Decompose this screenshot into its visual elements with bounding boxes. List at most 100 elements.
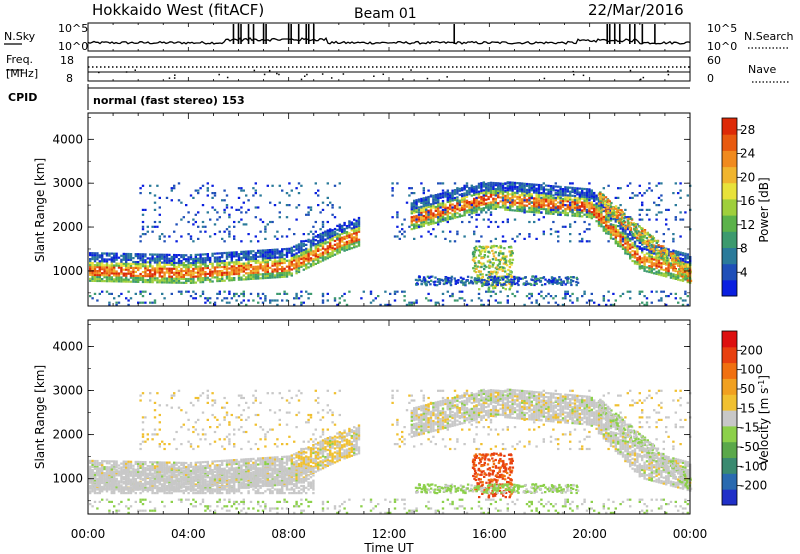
data-cell: [144, 265, 147, 268]
data-cell: [105, 274, 109, 277]
data-cell: [510, 283, 513, 286]
data-cell: [566, 290, 569, 293]
data-cell: [499, 184, 502, 187]
data-cell: [297, 249, 301, 252]
data-cell: [509, 199, 512, 202]
data-cell: [588, 208, 591, 211]
data-cell: [153, 267, 157, 270]
data-cell: [158, 237, 161, 240]
data-cell: [497, 192, 500, 195]
data-cell: [221, 299, 224, 302]
data-cell: [554, 211, 557, 214]
data-cell: [535, 197, 538, 200]
data-cell: [511, 182, 514, 185]
data-cell: [101, 272, 104, 275]
data-cell: [506, 220, 509, 224]
data-cell: [285, 251, 289, 254]
data-cell: [199, 263, 202, 266]
data-cell: [676, 257, 680, 260]
data-cell: [499, 244, 502, 248]
data-cell: [547, 204, 550, 207]
data-cell: [153, 271, 157, 274]
data-cell: [516, 207, 519, 210]
data-cell: [218, 272, 221, 275]
data-cell: [547, 280, 551, 283]
data-cell: [607, 218, 610, 222]
data-cell: [113, 479, 116, 482]
data-cell: [302, 258, 305, 261]
data-cell: [91, 267, 94, 271]
data-cell: [213, 260, 217, 263]
data-cell: [650, 263, 653, 266]
data-cell: [660, 262, 663, 265]
noise-search-spikes: [232, 24, 656, 44]
data-cell: [398, 237, 401, 240]
data-cell: [218, 266, 221, 269]
data-cell: [216, 276, 219, 279]
data-cell: [633, 194, 637, 197]
data-cell: [619, 225, 622, 228]
data-cell: [588, 216, 591, 219]
data-cell: [213, 233, 217, 236]
data-cell: [96, 484, 99, 488]
data-cell: [513, 195, 517, 198]
data-cell: [218, 292, 221, 295]
data-cell: [271, 248, 274, 251]
data-cell: [113, 472, 116, 475]
data-cell: [657, 273, 661, 276]
data-cell: [470, 190, 473, 193]
data-cell: [345, 242, 349, 245]
data-cell: [607, 290, 610, 293]
data-cell: [506, 200, 509, 204]
data-cell: [583, 220, 586, 224]
data-cell: [530, 187, 533, 190]
data-cell: [165, 271, 169, 274]
data-cell: [353, 230, 356, 233]
data-cell: [151, 267, 154, 270]
data-cell: [609, 205, 613, 208]
data-cell: [614, 232, 617, 235]
data-cell: [491, 265, 494, 268]
data-cell: [225, 265, 229, 268]
data-cell: [614, 207, 618, 210]
data-cell: [629, 223, 632, 226]
data-cell: [664, 260, 668, 263]
data-cell: [403, 235, 406, 238]
data-cell: [595, 204, 598, 207]
data-cell: [199, 255, 202, 258]
data-cell: [597, 222, 601, 225]
data-cell: [297, 204, 301, 207]
data-cell: [636, 253, 639, 256]
data-cell: [446, 220, 449, 224]
data-cell: [475, 205, 478, 208]
data-cell: [489, 261, 492, 264]
data-cell: [105, 266, 109, 269]
data-cell: [300, 244, 303, 247]
data-cell: [93, 477, 97, 480]
data-cell: [660, 253, 663, 256]
data-cell: [410, 192, 413, 195]
data-cell: [230, 257, 233, 260]
data-cell: [132, 268, 135, 271]
data-cell: [665, 223, 668, 226]
data-cell: [353, 224, 356, 227]
data-cell: [645, 252, 649, 255]
data-cell: [348, 234, 351, 237]
data-cell: [273, 268, 277, 271]
data-cell: [221, 265, 224, 269]
data-cell: [444, 211, 447, 214]
data-cell: [629, 196, 632, 199]
data-cell: [504, 194, 507, 197]
data-cell: [165, 196, 169, 199]
data-cell: [445, 282, 448, 285]
data-cell: [149, 292, 152, 295]
data-cell: [518, 200, 521, 203]
data-cell: [597, 204, 601, 208]
data-cell: [134, 255, 137, 258]
data-cell: [600, 203, 603, 206]
data-cell: [494, 251, 497, 254]
data-cell: [324, 230, 327, 233]
data-cell: [564, 200, 567, 203]
data-cell: [93, 260, 97, 263]
data-cell: [681, 218, 685, 221]
